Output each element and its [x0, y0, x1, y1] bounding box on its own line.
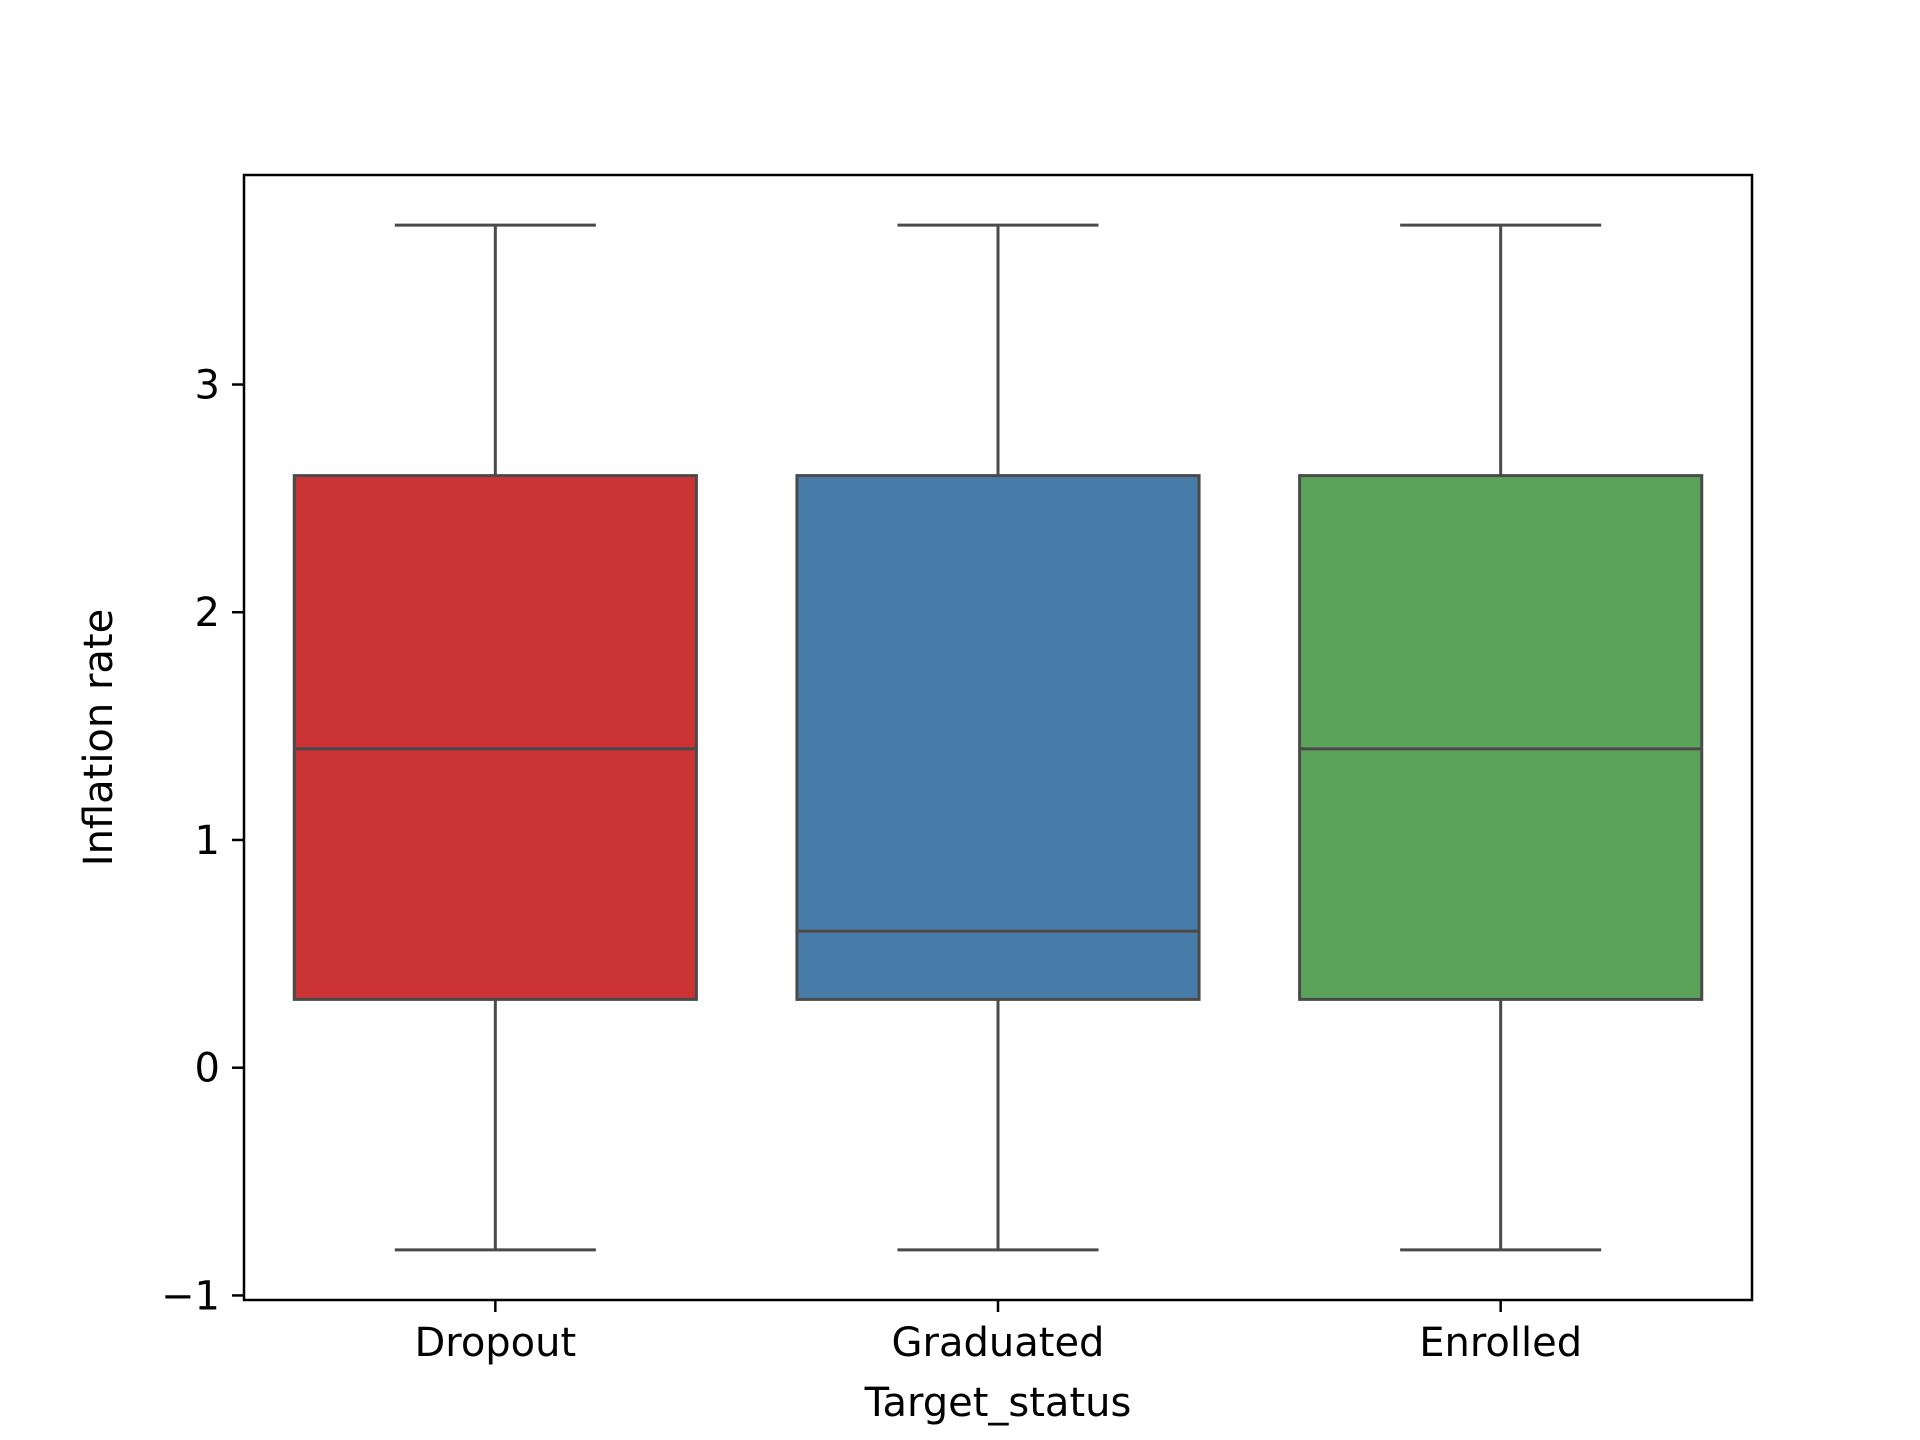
boxes-layer	[292, 223, 1704, 1252]
x-axis: Dropout Graduated Enrolled	[414, 1300, 1582, 1366]
y-tick-label: −1	[161, 1273, 220, 1319]
box-group-enrolled	[1298, 223, 1704, 1252]
x-tick-label: Enrolled	[1419, 1320, 1582, 1366]
box-group-graduated	[795, 223, 1201, 1252]
x-tick-label: Graduated	[892, 1320, 1105, 1366]
x-axis-label: Target_status	[864, 1380, 1132, 1426]
y-tick-label: 3	[195, 363, 220, 409]
box-enrolled	[1298, 474, 1704, 1001]
y-tick-label: 2	[195, 590, 220, 636]
y-tick-label: 1	[195, 818, 220, 864]
y-axis: −1 0 1 2 3	[161, 363, 244, 1319]
box-dropout	[292, 474, 698, 1001]
box-graduated	[795, 474, 1201, 1001]
y-tick-label: 0	[195, 1046, 220, 1092]
box-group-dropout	[292, 223, 698, 1252]
x-tick-label: Dropout	[414, 1320, 576, 1366]
y-axis-label: Inflation rate	[76, 609, 122, 866]
